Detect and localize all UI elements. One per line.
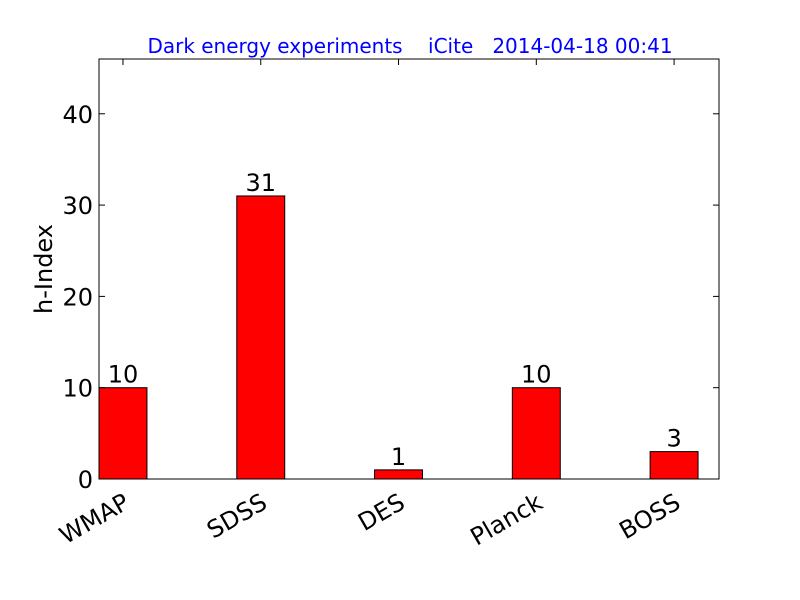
bar: [511, 387, 561, 480]
bar: [236, 195, 286, 480]
value-label: 10: [521, 361, 552, 389]
y-tick-label: 20: [62, 283, 93, 311]
value-label: 31: [245, 169, 276, 197]
bar: [374, 469, 424, 480]
y-tick-label: 0: [78, 466, 93, 494]
bar: [98, 387, 148, 480]
value-label: 1: [391, 443, 406, 471]
y-axis-label: h-Index: [30, 224, 58, 314]
chart-title: Dark energy experiments iCite 2014-04-18…: [147, 34, 672, 58]
y-tick-label: 40: [62, 101, 93, 129]
plot-frame: [98, 58, 720, 480]
y-tick-label: 10: [62, 375, 93, 403]
value-label: 10: [108, 361, 139, 389]
bar: [649, 451, 699, 480]
value-label: 3: [666, 425, 681, 453]
y-tick-label: 30: [62, 192, 93, 220]
